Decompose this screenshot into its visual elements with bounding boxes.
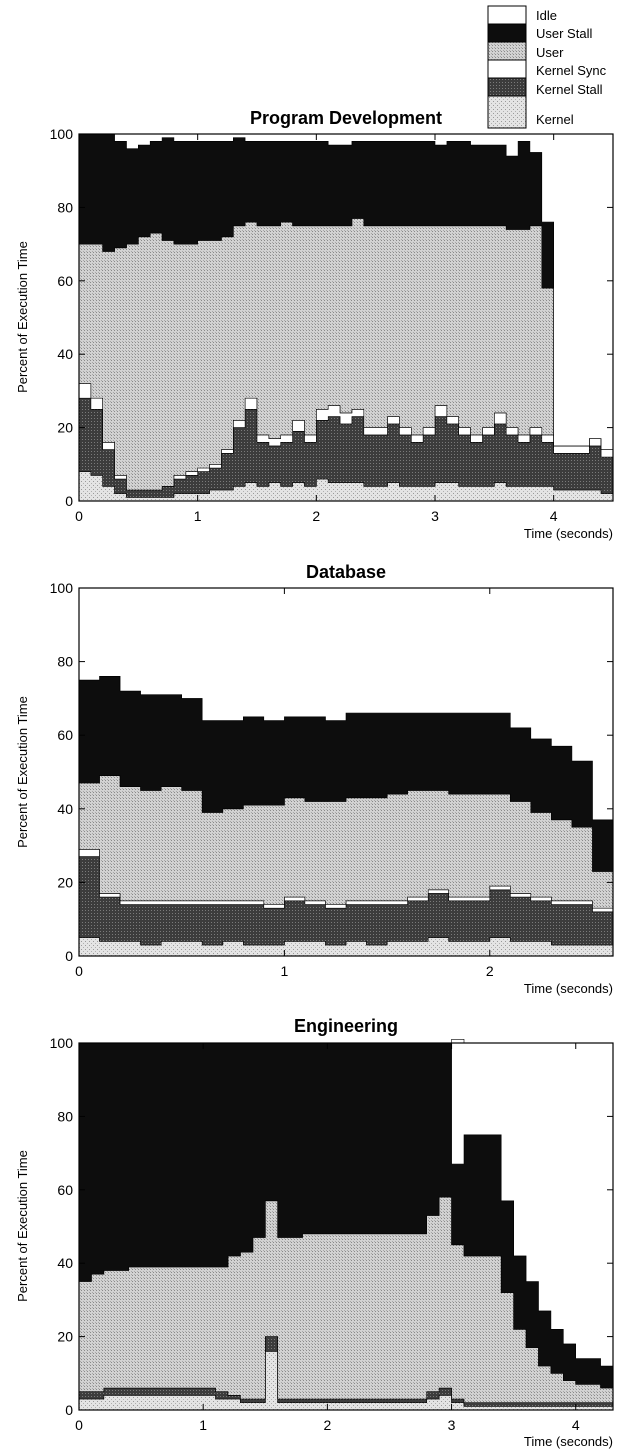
legend-swatch-kernel — [487, 95, 527, 129]
plot-area — [78, 587, 614, 957]
x-tick-label: 2 — [323, 1417, 331, 1433]
legend-swatch-user — [487, 41, 527, 61]
legend-label-user-stall: User Stall — [536, 26, 592, 41]
y-axis-label: Percent of Execution Time — [15, 241, 30, 393]
plot-frame — [78, 133, 614, 502]
legend-label-kernel-sync: Kernel Sync — [536, 63, 607, 78]
y-tick-label: 80 — [57, 654, 73, 670]
x-axis-label: Time (seconds) — [524, 981, 613, 996]
y-tick-label: 60 — [57, 273, 73, 289]
legend: Idle User Stall User Kernel Sync Kernel … — [487, 5, 607, 129]
y-tick-label: 0 — [65, 1402, 73, 1418]
x-tick-label: 4 — [572, 1417, 580, 1433]
y-tick-label: 0 — [65, 493, 73, 509]
plot-area — [78, 133, 614, 502]
y-tick-label: 80 — [57, 199, 73, 215]
chart-title: Database — [306, 562, 386, 582]
legend-swatch-kernel-sync — [487, 59, 527, 79]
legend-swatch-kernel-stall — [487, 77, 527, 97]
legend-label-idle: Idle — [536, 8, 557, 23]
y-tick-label: 100 — [50, 580, 74, 596]
plot-frame — [78, 587, 614, 957]
x-tick-label: 1 — [199, 1417, 207, 1433]
x-tick-label: 2 — [486, 963, 494, 979]
x-tick-label: 0 — [75, 1417, 83, 1433]
y-tick-label: 40 — [57, 346, 73, 362]
y-tick-label: 100 — [50, 126, 74, 142]
y-tick-label: 20 — [57, 420, 73, 436]
y-tick-label: 20 — [57, 1329, 73, 1345]
x-tick-label: 3 — [448, 1417, 456, 1433]
y-tick-label: 20 — [57, 874, 73, 890]
y-tick-label: 60 — [57, 1182, 73, 1198]
legend-swatch-idle — [487, 5, 527, 25]
x-tick-label: 2 — [312, 508, 320, 524]
y-tick-label: 40 — [57, 801, 73, 817]
chart-title: Engineering — [294, 1016, 398, 1036]
x-axis-label: Time (seconds) — [524, 526, 613, 541]
chart-title: Program Development — [250, 108, 442, 128]
legend-label-user: User — [536, 45, 564, 60]
legend-label-kernel-stall: Kernel Stall — [536, 82, 603, 97]
y-tick-label: 100 — [50, 1035, 74, 1051]
y-tick-label: 40 — [57, 1255, 73, 1271]
plot-area — [78, 1039, 614, 1411]
y-tick-label: 60 — [57, 727, 73, 743]
x-tick-label: 0 — [75, 963, 83, 979]
plot-frame — [78, 1042, 614, 1411]
legend-swatch-user-stall — [487, 23, 527, 43]
x-tick-label: 4 — [550, 508, 558, 524]
axis-ticks: 0 20 40 60 80 100 0 1 2 3 4 — [50, 1035, 613, 1433]
y-tick-label: 0 — [65, 948, 73, 964]
chart-program-development: Program Development 0 20 40 60 80 100 0 1 2 3 4 Pe… — [15, 108, 614, 541]
x-tick-label: 1 — [194, 508, 202, 524]
x-tick-label: 0 — [75, 508, 83, 524]
x-tick-label: 3 — [431, 508, 439, 524]
y-tick-label: 80 — [57, 1108, 73, 1124]
y-axis-label: Percent of Execution Time — [15, 1150, 30, 1302]
chart-engineering: Engineering 0 20 40 60 80 100 0 1 2 3 4 Percent of… — [15, 1016, 614, 1449]
chart-database: Database 0 20 40 60 80 100 0 1 2 Percent of Exec… — [15, 562, 614, 996]
x-axis-label: Time (seconds) — [524, 1434, 613, 1449]
y-axis-label: Percent of Execution Time — [15, 696, 30, 848]
legend-label-kernel: Kernel — [536, 112, 574, 127]
x-tick-label: 1 — [280, 963, 288, 979]
